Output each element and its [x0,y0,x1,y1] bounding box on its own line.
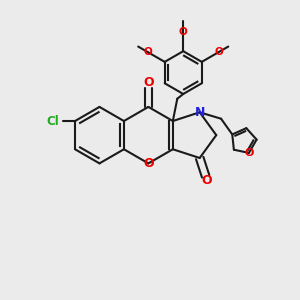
Text: O: O [202,174,212,188]
Text: O: O [144,47,152,57]
Text: N: N [194,106,205,119]
Text: O: O [179,27,188,37]
Text: O: O [244,148,254,158]
Text: O: O [143,157,154,170]
Text: Cl: Cl [46,115,59,128]
Text: O: O [143,76,154,89]
Text: O: O [214,47,223,57]
